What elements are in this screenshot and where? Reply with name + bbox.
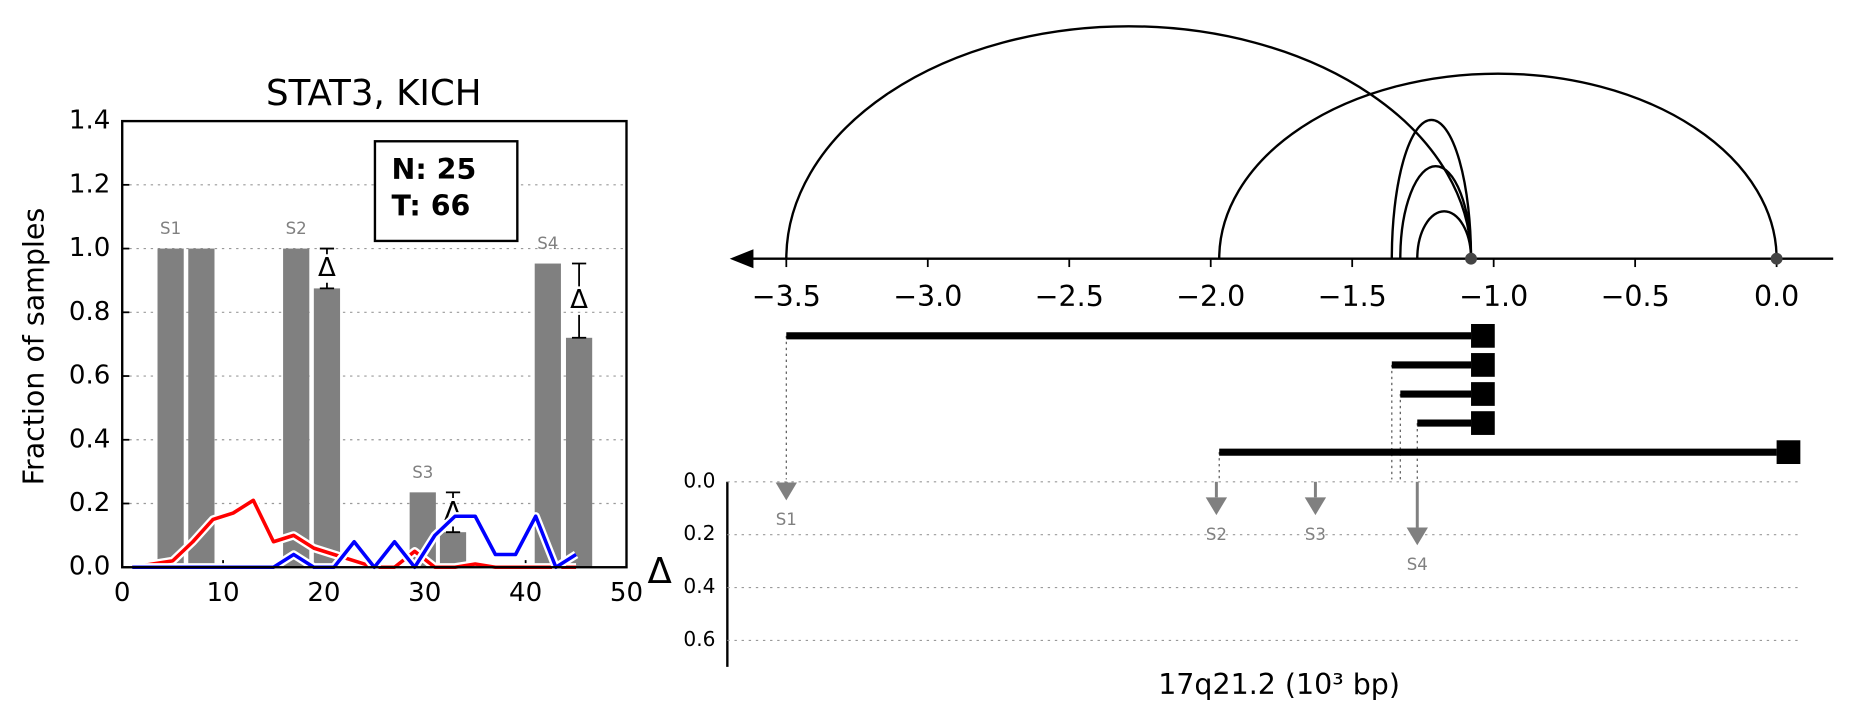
axis-arrow <box>729 249 754 269</box>
segment-end <box>1471 411 1495 435</box>
x-tick-label: 20 <box>307 578 340 608</box>
delta-bar <box>571 262 587 339</box>
left-chart: STAT3, KICH Fraction of samples 0.0 0.2 0.… <box>18 73 644 608</box>
group-label: S2 <box>286 219 307 238</box>
x-tick-label: −2.5 <box>1035 280 1104 313</box>
delta-marker-label: S4 <box>1407 555 1428 574</box>
x-tick-label: 0 <box>114 578 131 608</box>
segment-end <box>1471 382 1495 406</box>
y-tick-label: 0.2 <box>69 488 111 518</box>
y-tick-label: 0.6 <box>69 361 111 391</box>
group-label: S3 <box>412 463 433 482</box>
y-tick-label: 1.2 <box>69 169 111 199</box>
arc <box>1218 72 1778 259</box>
segment-end <box>1471 323 1495 348</box>
delta-tick-label: 0.2 <box>683 521 715 545</box>
y-tick-label: 1.0 <box>69 233 111 263</box>
bar <box>313 288 341 568</box>
x-tick-label: 40 <box>509 578 542 608</box>
delta-marker-label: S1 <box>776 510 797 529</box>
group-label: S1 <box>160 219 181 238</box>
x-tick-label: −2.0 <box>1176 280 1245 313</box>
arc <box>785 24 1473 259</box>
legend-entry: T: 66 <box>392 190 471 223</box>
plot-frame <box>121 119 628 569</box>
arc <box>1399 165 1473 259</box>
delta-tick-label: 0.0 <box>683 468 715 492</box>
bar <box>565 337 593 568</box>
arc <box>1390 118 1473 259</box>
y-tick-label: 0.4 <box>69 424 111 454</box>
x-tick-label: −1.5 <box>1318 280 1387 313</box>
x-tick-label: 0.0 <box>1754 280 1799 313</box>
legend-box <box>373 140 519 243</box>
delta-symbol: Δ <box>570 285 588 315</box>
anchor-point <box>1770 252 1783 265</box>
delta-bar <box>319 247 335 290</box>
delta-arrow <box>1406 527 1428 546</box>
delta-marker-label: S3 <box>1305 525 1326 544</box>
x-tick-label: −3.0 <box>893 280 962 313</box>
y-axis-label: Fraction of samples <box>18 208 51 486</box>
legend-entry: N: 25 <box>392 153 477 186</box>
x-tick-label: 50 <box>610 578 643 608</box>
x-tick-label: −3.5 <box>752 280 821 313</box>
right-chart: 17q21.2 (10³ bp) Δ −3.5 −3.0 −2.5 −2.0 −1.5 −… <box>648 24 1834 701</box>
x-tick-label: 10 <box>206 578 239 608</box>
arc <box>1416 210 1473 259</box>
anchor-point <box>1465 252 1477 265</box>
segment-end <box>1776 440 1801 465</box>
bar <box>439 532 467 568</box>
group-label: S4 <box>537 234 558 253</box>
x-tick-label: −1.0 <box>1459 280 1528 313</box>
y-tick-label: 1.4 <box>69 106 111 136</box>
bar <box>188 248 215 568</box>
y-tick-label: 0.8 <box>69 297 111 327</box>
chart-title: STAT3, KICH <box>266 73 482 114</box>
x-axis-label: 17q21.2 (10³ bp) <box>1158 668 1400 701</box>
delta-axis-label: Δ <box>648 551 673 592</box>
x-tick-label: 30 <box>408 578 441 608</box>
delta-marker-label: S2 <box>1206 525 1227 544</box>
delta-tick-label: 0.6 <box>683 627 715 651</box>
delta-symbol: Δ <box>318 253 336 283</box>
y-tick-label: 0.0 <box>69 552 111 582</box>
delta-arrow <box>1205 497 1228 516</box>
segment-end <box>1471 353 1495 377</box>
x-tick-label: −0.5 <box>1601 280 1670 313</box>
delta-arrow <box>775 482 797 501</box>
delta-arrow <box>1304 497 1327 516</box>
bar <box>157 248 184 568</box>
delta-tick-label: 0.4 <box>683 574 715 598</box>
bar <box>283 248 310 568</box>
delta-bar <box>445 491 461 534</box>
